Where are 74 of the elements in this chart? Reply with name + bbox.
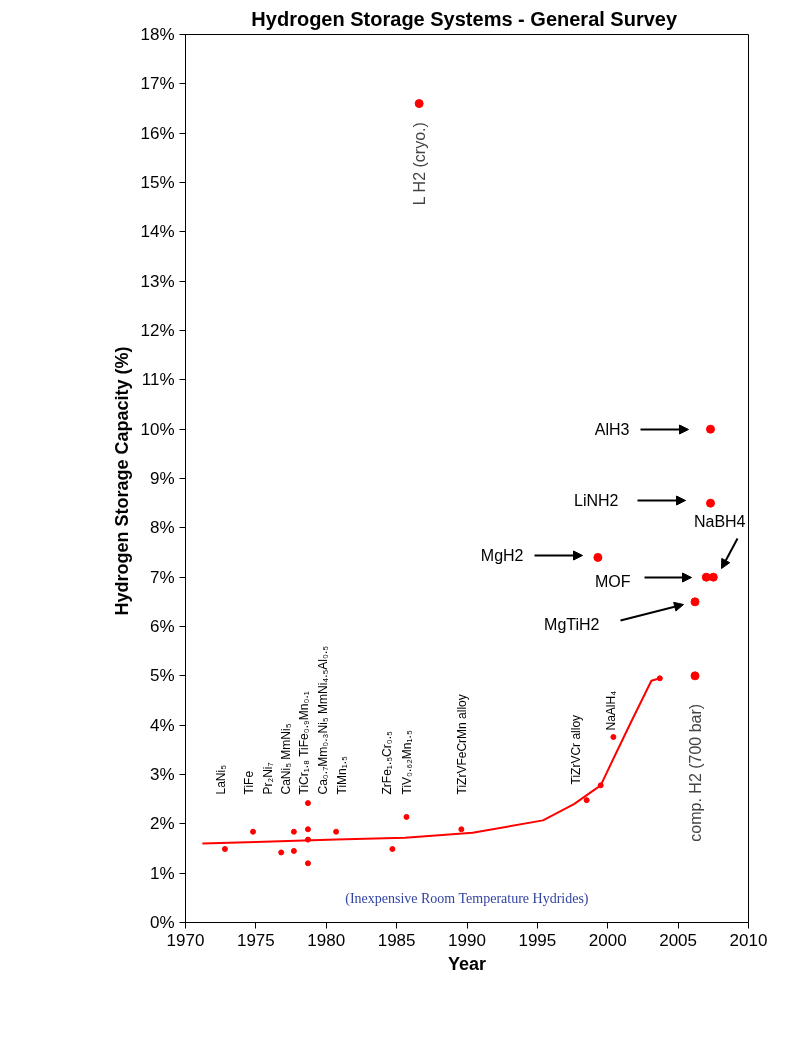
annotation: LiNH2 — [574, 492, 619, 509]
y-tick-label: 2% — [149, 814, 175, 834]
point — [403, 813, 410, 820]
point — [458, 826, 465, 833]
y-tick-label: 10% — [140, 419, 175, 439]
x-tick-label: 1995 — [518, 930, 557, 950]
point — [304, 860, 311, 867]
x-tick-label: 1975 — [236, 930, 275, 950]
point — [583, 797, 590, 804]
y-tick-label: 8% — [149, 518, 175, 538]
annotation: comp. H2 (700 bar) — [686, 703, 704, 842]
y-tick-label: 14% — [140, 222, 175, 242]
y-tick-label: 11% — [141, 370, 175, 390]
x-tick-label: 1990 — [448, 930, 486, 950]
y-tick-label: 0% — [149, 913, 175, 932]
point — [610, 734, 617, 740]
point — [333, 828, 340, 835]
annotation: TiMn₁.₅ — [334, 755, 349, 795]
x-tick-label: 2000 — [588, 930, 627, 950]
y-tick-label: 12% — [140, 321, 175, 340]
point — [690, 597, 700, 607]
y-tick-label: 9% — [149, 469, 175, 488]
point — [221, 846, 228, 852]
y-axis-title: Hydrogen Storage Capacity (%) — [112, 346, 133, 616]
point — [593, 552, 603, 562]
annotation: LaNi₅ — [213, 764, 228, 795]
x-tick-label: 2010 — [729, 930, 768, 950]
point — [278, 849, 285, 856]
point — [690, 671, 700, 681]
annotation: L H2 (cryo.) — [410, 122, 428, 206]
annotation: (Inexpensive Room Temperature Hydrides) — [345, 891, 589, 907]
point — [656, 675, 663, 682]
annotation: AlH3 — [594, 421, 630, 438]
annotation: MgTiH2 — [544, 616, 600, 633]
annotation: Pr₂Ni₇ — [260, 762, 275, 795]
y-tick-label: 6% — [149, 617, 175, 636]
y-tick-label: 17% — [140, 74, 175, 94]
point — [304, 826, 311, 833]
annotation: NaAlH₄ — [603, 690, 618, 731]
point — [304, 800, 311, 807]
annotation: Ca₀.₇Mm₀.₃Ni₅ MmNi₄.₅Al₀.₅ — [315, 645, 330, 795]
annotation: TiFe — [241, 770, 256, 795]
y-tick-label: 7% — [149, 567, 175, 587]
annotation: MgH2 — [480, 547, 524, 564]
point — [706, 424, 715, 434]
point — [389, 846, 396, 852]
point — [290, 847, 297, 854]
annotation: TiCr₁.₈ TiFe₀.₉Mn₀.₁ — [296, 691, 311, 795]
point — [706, 498, 715, 508]
y-tick-label: 1% — [149, 863, 175, 883]
annotation: TiV₀.₆₂Mn₁.₅ — [399, 730, 414, 795]
y-tick-label: 15% — [140, 173, 175, 192]
annotation: ZrFe₁.₅Cr₀.₅ — [379, 730, 394, 795]
annotation: MOF — [594, 573, 631, 590]
x-tick-label: 1970 — [166, 930, 205, 950]
x-tick-label: 1985 — [377, 930, 416, 950]
x-tick-label: 2005 — [659, 930, 698, 950]
point — [250, 828, 257, 835]
annotation: CaNi₅ MmNi₅ — [278, 723, 293, 795]
annotation: TiZrVCr alloy — [568, 714, 583, 785]
annotation: TiZrVFeCrMn alloy — [454, 694, 469, 795]
y-tick-label: 5% — [149, 666, 175, 686]
y-tick-label: 4% — [149, 715, 175, 735]
y-tick-label: 16% — [140, 123, 175, 143]
point — [414, 99, 424, 109]
chart-title: Hydrogen Storage Systems - General Survey — [251, 7, 678, 30]
y-tick-label: 13% — [140, 271, 175, 291]
point — [708, 572, 718, 582]
x-axis-title: Year — [447, 953, 487, 974]
x-tick-label: 1980 — [307, 930, 346, 950]
annotation: NaBH4 — [693, 513, 746, 530]
point — [290, 828, 297, 835]
y-tick-label: 3% — [149, 765, 175, 784]
y-tick-label: 18% — [140, 25, 175, 44]
